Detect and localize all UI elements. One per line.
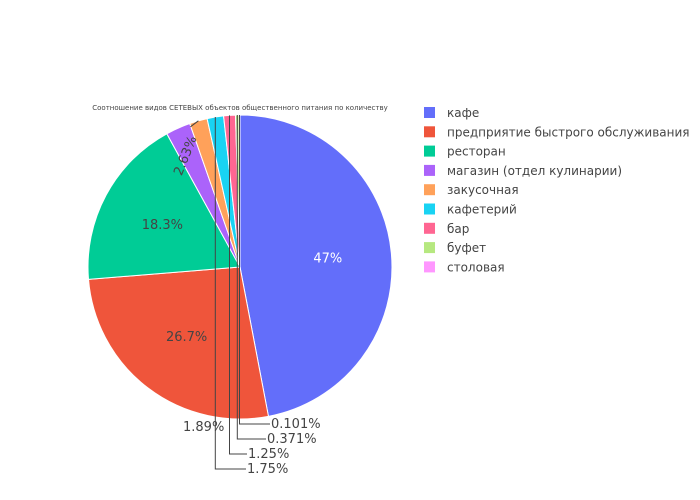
legend-label-3[interactable]: магазин (отдел кулинарии) xyxy=(447,164,622,178)
legend-swatch-6[interactable] xyxy=(424,222,435,234)
legend-swatch-1[interactable] xyxy=(424,126,435,138)
slice-label-7: 0.371% xyxy=(267,432,317,447)
leader-line-5 xyxy=(214,117,246,470)
leader-line-6 xyxy=(229,115,247,455)
leader-line-7 xyxy=(236,115,266,440)
slice-label-1: 26.7% xyxy=(166,330,207,345)
leader-line-4 xyxy=(190,120,199,128)
legend-label-2[interactable]: ресторан xyxy=(447,145,506,159)
leader-line-8 xyxy=(239,115,270,425)
pie-slices xyxy=(87,114,393,420)
chart-title: Соотношение видов СЕТЕВЫХ объектов общес… xyxy=(92,104,388,112)
legend-label-1[interactable]: предприятие быстрого обслуживания xyxy=(447,125,690,139)
slice-label-4: 1.89% xyxy=(183,420,224,435)
legend-label-5[interactable]: кафетерий xyxy=(447,203,517,217)
slice-labels: 47%26.7%18.3%2.63%1.89%1.75%1.25%0.371%0… xyxy=(142,115,342,477)
legend: кафе предприятие быстрого обслуживания рес… xyxy=(424,106,690,274)
legend-swatch-2[interactable] xyxy=(424,145,435,157)
legend-swatch-4[interactable] xyxy=(424,184,435,196)
legend-swatch-8[interactable] xyxy=(424,261,435,273)
legend-label-0[interactable]: кафе xyxy=(447,106,479,120)
slice-0 xyxy=(239,114,393,417)
legend-swatch-3[interactable] xyxy=(424,164,435,176)
slice-label-2: 18.3% xyxy=(142,218,183,233)
slice-label-0: 47% xyxy=(313,252,342,267)
slice-label-8: 0.101% xyxy=(271,417,321,432)
legend-swatch-7[interactable] xyxy=(424,242,435,254)
slice-label-6: 1.25% xyxy=(248,447,289,462)
legend-label-6[interactable]: бар xyxy=(447,222,469,236)
legend-label-8[interactable]: столовая xyxy=(447,260,505,274)
legend-label-7[interactable]: буфет xyxy=(447,241,486,255)
legend-label-4[interactable]: закусочная xyxy=(447,183,519,197)
slice-label-5: 1.75% xyxy=(247,462,288,477)
legend-swatch-0[interactable] xyxy=(424,107,435,118)
legend-swatch-5[interactable] xyxy=(424,203,435,215)
slice-2 xyxy=(87,133,241,280)
